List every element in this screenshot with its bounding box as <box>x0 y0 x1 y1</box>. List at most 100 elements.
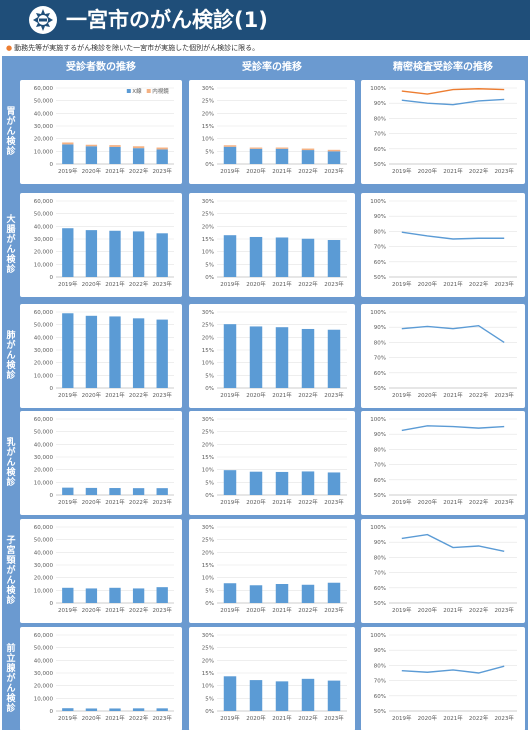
y-tick-label: 30,000 <box>34 563 54 569</box>
chart-panel-followup: 50% 60% 70% 80% 90% 100% 2019年 2020年 2021年 2022年 2… <box>361 519 525 623</box>
y-tick-label: 0% <box>205 709 214 715</box>
y-tick-label: 90% <box>374 432 386 438</box>
y-tick-label: 60,000 <box>34 86 54 92</box>
chart-panel-count: 0 10,000 20,000 30,000 40,000 50,000 60,000 201… <box>20 80 182 184</box>
bar <box>275 471 289 495</box>
x-tick-label: 2019年 <box>392 167 412 175</box>
bar <box>132 708 145 711</box>
y-tick-label: 5% <box>205 262 214 268</box>
y-tick-label: 10,000 <box>34 373 54 379</box>
row-label-char: 診 <box>6 704 16 714</box>
x-tick-label: 2021年 <box>443 714 463 722</box>
y-tick-label: 25% <box>202 323 214 329</box>
bar <box>109 488 121 495</box>
y-tick-label: 30,000 <box>34 124 54 130</box>
row-label-char: 胃 <box>6 107 16 117</box>
y-tick-label: 30% <box>202 86 214 92</box>
x-tick-label: 2019年 <box>392 714 412 722</box>
y-tick-label: 30,000 <box>34 237 54 243</box>
followup-chart: 50% 60% 70% 80% 90% 100% 2019年 2020年 2021年 2022年 2… <box>370 86 517 175</box>
bar <box>249 236 263 277</box>
x-tick-label: 2021年 <box>443 280 463 288</box>
y-tick-label: 10,000 <box>34 588 54 594</box>
x-tick-label: 2023年 <box>494 606 514 614</box>
x-tick-label: 2019年 <box>58 167 78 175</box>
x-tick-label: 2022年 <box>469 498 489 506</box>
y-tick-label: 60% <box>374 371 386 377</box>
row-label-char: が <box>6 341 16 351</box>
y-tick-label: 20,000 <box>34 576 54 582</box>
x-tick-label: 2020年 <box>82 606 102 614</box>
y-tick-label: 50% <box>374 493 386 499</box>
bar <box>327 680 341 711</box>
bar <box>301 678 315 711</box>
x-tick-label: 2020年 <box>418 167 438 175</box>
y-tick-label: 20,000 <box>34 137 54 143</box>
x-tick-label: 2020年 <box>418 498 438 506</box>
x-tick-label: 2020年 <box>82 498 102 506</box>
x-tick-label: 2022年 <box>298 167 318 175</box>
x-tick-label: 2019年 <box>58 498 78 506</box>
y-tick-label: 50,000 <box>34 99 54 105</box>
y-tick-label: 50,000 <box>34 646 54 652</box>
y-tick-label: 70% <box>374 356 386 362</box>
chart-panel-followup: 50% 60% 70% 80% 90% 100% 2019年 2020年 2021年 2022年 2… <box>361 193 525 297</box>
y-tick-label: 40,000 <box>34 111 54 117</box>
x-tick-label: 2023年 <box>494 280 514 288</box>
bar <box>223 324 237 388</box>
bullet-icon: ● <box>6 44 13 52</box>
row-label-char: ん <box>6 684 16 694</box>
y-tick-label: 90% <box>374 540 386 546</box>
bar <box>62 228 74 277</box>
x-tick-label: 2022年 <box>129 280 149 288</box>
bar <box>249 148 263 164</box>
count-chart: 0 10,000 20,000 30,000 40,000 50,000 60,000 201… <box>34 199 174 288</box>
y-tick-label: 60,000 <box>34 633 54 639</box>
bar <box>275 327 289 388</box>
y-tick-label: 40,000 <box>34 442 54 448</box>
footnote: ● 動務先等が実施するがん検診を除いた一宮市が実施した個別がん検診に限る。 <box>6 42 259 54</box>
count-chart: 0 10,000 20,000 30,000 40,000 50,000 60,000 201… <box>34 86 174 175</box>
y-tick-label: 90% <box>374 325 386 331</box>
x-tick-label: 2021年 <box>443 498 463 506</box>
x-tick-label: 2022年 <box>298 391 318 399</box>
bar <box>62 313 74 388</box>
bar <box>223 676 237 711</box>
y-tick-label: 10,000 <box>34 262 54 268</box>
row-label-char: 立 <box>6 654 16 664</box>
y-tick-label: 15% <box>202 671 214 677</box>
y-tick-label: 100% <box>370 525 386 531</box>
series-line <box>401 665 505 674</box>
y-tick-label: 10% <box>202 361 214 367</box>
row-label-char: が <box>6 566 16 576</box>
y-tick-label: 0% <box>205 386 214 392</box>
row-label-char: 検 <box>6 694 16 704</box>
bar <box>223 235 237 277</box>
x-tick-label: 2023年 <box>152 498 172 506</box>
y-tick-label: 30% <box>202 525 214 531</box>
x-tick-label: 2019年 <box>220 714 240 722</box>
x-tick-label: 2019年 <box>220 167 240 175</box>
y-tick-label: 50% <box>374 601 386 607</box>
city-emblem-icon <box>29 6 57 34</box>
x-tick-label: 2020年 <box>82 280 102 288</box>
y-tick-label: 80% <box>374 555 386 561</box>
x-tick-label: 2021年 <box>272 498 292 506</box>
x-tick-label: 2021年 <box>443 167 463 175</box>
y-tick-label: 50,000 <box>34 212 54 218</box>
row-label: 大腸がん検診 <box>4 193 18 297</box>
rate-chart: 0% 5% 10% 15% 20% 25% 30% 2019年 2020年 2021年 2022年 2… <box>202 310 347 399</box>
y-tick-label: 15% <box>202 563 214 569</box>
y-tick-label: 20,000 <box>34 361 54 367</box>
rate-chart: 0% 5% 10% 15% 20% 25% 30% 2019年 2020年 2021年 2022年 2… <box>202 86 347 175</box>
rate-chart: 0% 5% 10% 15% 20% 25% 30% 2019年 2020年 2021年 2022年 2… <box>202 633 347 722</box>
y-tick-label: 20% <box>202 550 214 556</box>
y-tick-label: 100% <box>370 86 386 92</box>
row-label-char: 診 <box>6 265 16 275</box>
x-tick-label: 2019年 <box>392 280 412 288</box>
bar-secondary <box>109 145 121 147</box>
y-tick-label: 90% <box>374 214 386 220</box>
y-tick-label: 50,000 <box>34 538 54 544</box>
x-tick-label: 2019年 <box>58 714 78 722</box>
column-header-rate: 受診率の推移 <box>242 62 302 73</box>
